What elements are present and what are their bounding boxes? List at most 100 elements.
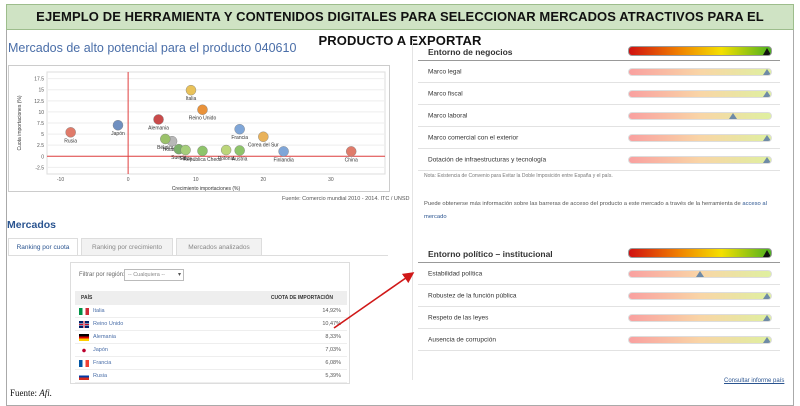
indicator-gauge [628,134,772,142]
indicator-row: Marco fiscal [418,83,780,105]
share-value: 7,03% [325,347,341,353]
indicator-gauge [628,292,772,300]
share-value: 10,47% [322,321,341,327]
point-label: Alemania [148,125,169,131]
x-axis-label: Crecimiento importaciones (%) [172,186,241,192]
indicator-row: Marco laboral [418,105,780,127]
y-tick-label: 10 [38,110,44,116]
table-row: Italia 14,92% [75,305,347,318]
flag-japan-icon [79,347,89,354]
scatter-svg: -2.5 0 2.5 5 7.5 10 12.5 15 17.5 -10 0 10 20 30 Crecim… [17,71,386,192]
more-info-sentence: Puede obtenerse más información sobre la… [424,201,741,207]
indicator-gauge [628,270,772,278]
scatter-point [112,120,124,131]
y-tick-label: 7.5 [37,121,44,127]
gauge-marker-icon [762,293,771,299]
y-tick-label: -2.5 [35,165,44,171]
region-select[interactable]: -- Cualquiera -- ▾ [124,269,184,281]
chevron-down-icon: ▾ [177,272,181,278]
column-header-share: CUOTA DE IMPORTACIÓN [270,295,333,301]
x-tick-label: 10 [193,177,199,183]
scatter-point [153,114,164,125]
page-title: Mercados de alto potencial para el produ… [8,41,297,55]
country-link[interactable]: Japón [93,347,108,353]
y-tick-label: 12.5 [34,99,44,105]
point-label: Italia [186,96,197,102]
indicator-gauge [628,314,772,322]
gauge-marker-icon [762,48,771,55]
entorno-politico-header: Entorno político – institucional [418,245,780,263]
share-value: 5,39% [325,373,341,379]
country-link[interactable]: Rusia [93,373,108,379]
gauge-marker-icon [762,135,771,141]
indicator-gauge [628,156,772,164]
gauge-marker-icon [696,271,704,277]
overall-gauge [628,46,772,56]
scatter-chart: -2.5 0 2.5 5 7.5 10 12.5 15 17.5 -10 0 10 20 30 Crecim… [8,65,390,192]
column-header-country: PAÍS [81,295,93,301]
tab-ranking-cuota[interactable]: Ranking por cuota [8,238,78,256]
scatter-point [160,133,171,145]
point-label: Francia [231,135,248,141]
indicator-row: Respeto de las leyes [418,307,780,329]
scatter-point [220,144,232,156]
gauge-marker-icon [728,113,737,119]
x-tick-label: -10 [57,177,64,183]
table-header: PAÍS CUOTA DE IMPORTACIÓN [75,291,347,305]
point-label: Suecia [171,155,187,161]
figure-source-name: Afi. [39,388,52,398]
indicator-row: Dotación de infraestructuras y tecnologí… [418,149,780,171]
scatter-point [234,124,245,135]
country-link[interactable]: Italia [93,308,105,314]
indicator-label: Respeto de las leyes [428,314,489,321]
point-label: Holanda [163,147,182,153]
x-tick-label: 20 [261,177,267,183]
table-row: Japón 7,03% [75,344,347,357]
figure-source: Fuente: Afi. [10,388,52,398]
indicator-label: Dotación de infraestructuras y tecnologí… [428,156,547,163]
table-body: Italia 14,92% Reino Unido 10,47% Alemania 8… [75,305,347,383]
column-divider [412,40,413,380]
more-info-text: Puede obtenerse más información sobre la… [424,198,774,224]
scatter-point [197,145,208,157]
table-row: Rusia 5,39% [75,370,347,383]
scatter-point [185,84,197,96]
scatter-point [346,146,357,157]
share-value: 14,92% [322,308,341,314]
point-label: Polonia [218,156,235,162]
gauge-marker-icon [762,69,771,75]
share-value: 8,33% [325,334,341,340]
point-label: Japón [111,131,125,137]
entorno-negocios-title: Entorno de negocios [428,46,513,57]
tab-mercados-analizados[interactable]: Mercados analizados [176,238,262,256]
country-link[interactable]: Reino Unido [93,321,124,327]
entorno-negocios-panel: Entorno de negocios Marco legal Marco fi… [418,43,780,171]
x-tick-label: 30 [328,177,334,183]
point-label: Suiza [179,156,192,162]
gauge-marker-icon [762,157,771,163]
y-tick-label: 15 [38,88,44,94]
acceso-mercado-link[interactable]: acceso al mercado [424,201,767,220]
country-link[interactable]: Francia [93,360,112,366]
y-tick-label: 2.5 [37,143,44,149]
gauge-marker-icon [762,315,771,321]
indicator-gauge [628,336,772,344]
country-link[interactable]: Alemania [93,334,116,340]
table-row: Reino Unido 10,47% [75,318,347,331]
table-row: Francia 6,08% [75,357,347,370]
consultar-informe-link[interactable]: Consultar informe país [724,378,785,384]
gauge-marker-icon [762,250,771,257]
convenio-note: Nota: Existencia de Convenio para Evitar… [424,173,613,179]
overall-gauge [628,248,772,258]
indicator-label: Marco fiscal [428,90,463,97]
scatter-point [258,131,269,142]
point-label: Bélgica [157,145,174,151]
flag-germany-icon [79,334,89,341]
flag-uk-icon [79,321,89,328]
ranking-panel: Filtrar por región: -- Cualquiera -- ▾ PA… [70,262,350,384]
point-label: República Checa [183,157,221,163]
tab-ranking-crecimiento[interactable]: Ranking por crecimiento [81,238,173,256]
entorno-politico-panel: Entorno político – institucional Estabil… [418,245,780,351]
point-label: Finlandia [273,157,294,163]
region-select-value: -- Cualquiera -- [128,272,165,278]
